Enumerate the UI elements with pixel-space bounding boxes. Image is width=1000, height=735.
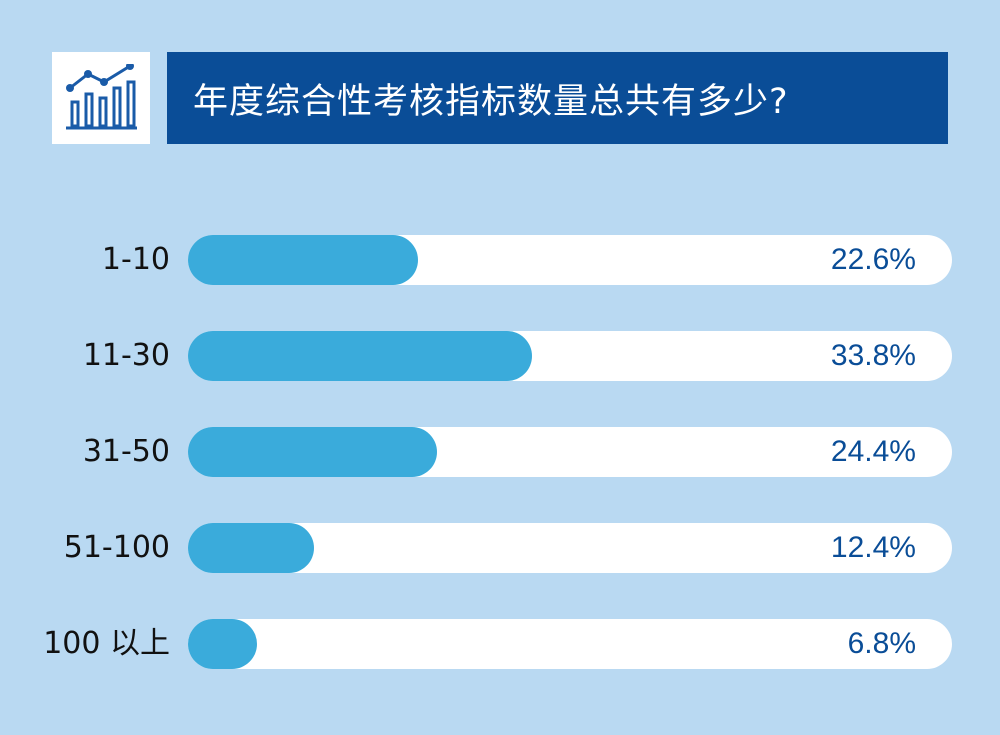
chart-title: 年度综合性考核指标数量总共有多少? — [193, 81, 789, 122]
category-label: 31-50 — [82, 434, 170, 469]
value-label: 24.4% — [830, 435, 916, 468]
category-label: 100 以上 — [43, 626, 170, 661]
bar-track: 33.8% — [188, 331, 952, 381]
bar-row: 1-10 22.6% — [0, 235, 1000, 285]
bar-row: 51-100 12.4% — [0, 523, 1000, 573]
category-label: 1-10 — [101, 242, 170, 277]
bar-row: 31-50 24.4% — [0, 427, 1000, 477]
bar — [188, 523, 315, 573]
value-label: 22.6% — [830, 243, 916, 276]
bar — [188, 235, 419, 285]
value-label: 6.8% — [847, 627, 916, 660]
bar-track: 12.4% — [188, 523, 952, 573]
bar-row: 11-30 33.8% — [0, 331, 1000, 381]
bar — [188, 619, 258, 669]
header-icon-box — [52, 52, 150, 144]
title-banner: 年度综合性考核指标数量总共有多少? — [167, 52, 948, 144]
bar-chart-trend-icon — [66, 64, 137, 130]
category-label: 11-30 — [82, 338, 170, 373]
category-label: 51-100 — [63, 530, 170, 565]
bar-track: 24.4% — [188, 427, 952, 477]
value-label: 12.4% — [830, 531, 916, 564]
bar-row: 100 以上 6.8% — [0, 619, 1000, 669]
bar — [188, 331, 533, 381]
bar-track: 6.8% — [188, 619, 952, 669]
bar-track: 22.6% — [188, 235, 952, 285]
value-label: 33.8% — [830, 339, 916, 372]
bar — [188, 427, 437, 477]
